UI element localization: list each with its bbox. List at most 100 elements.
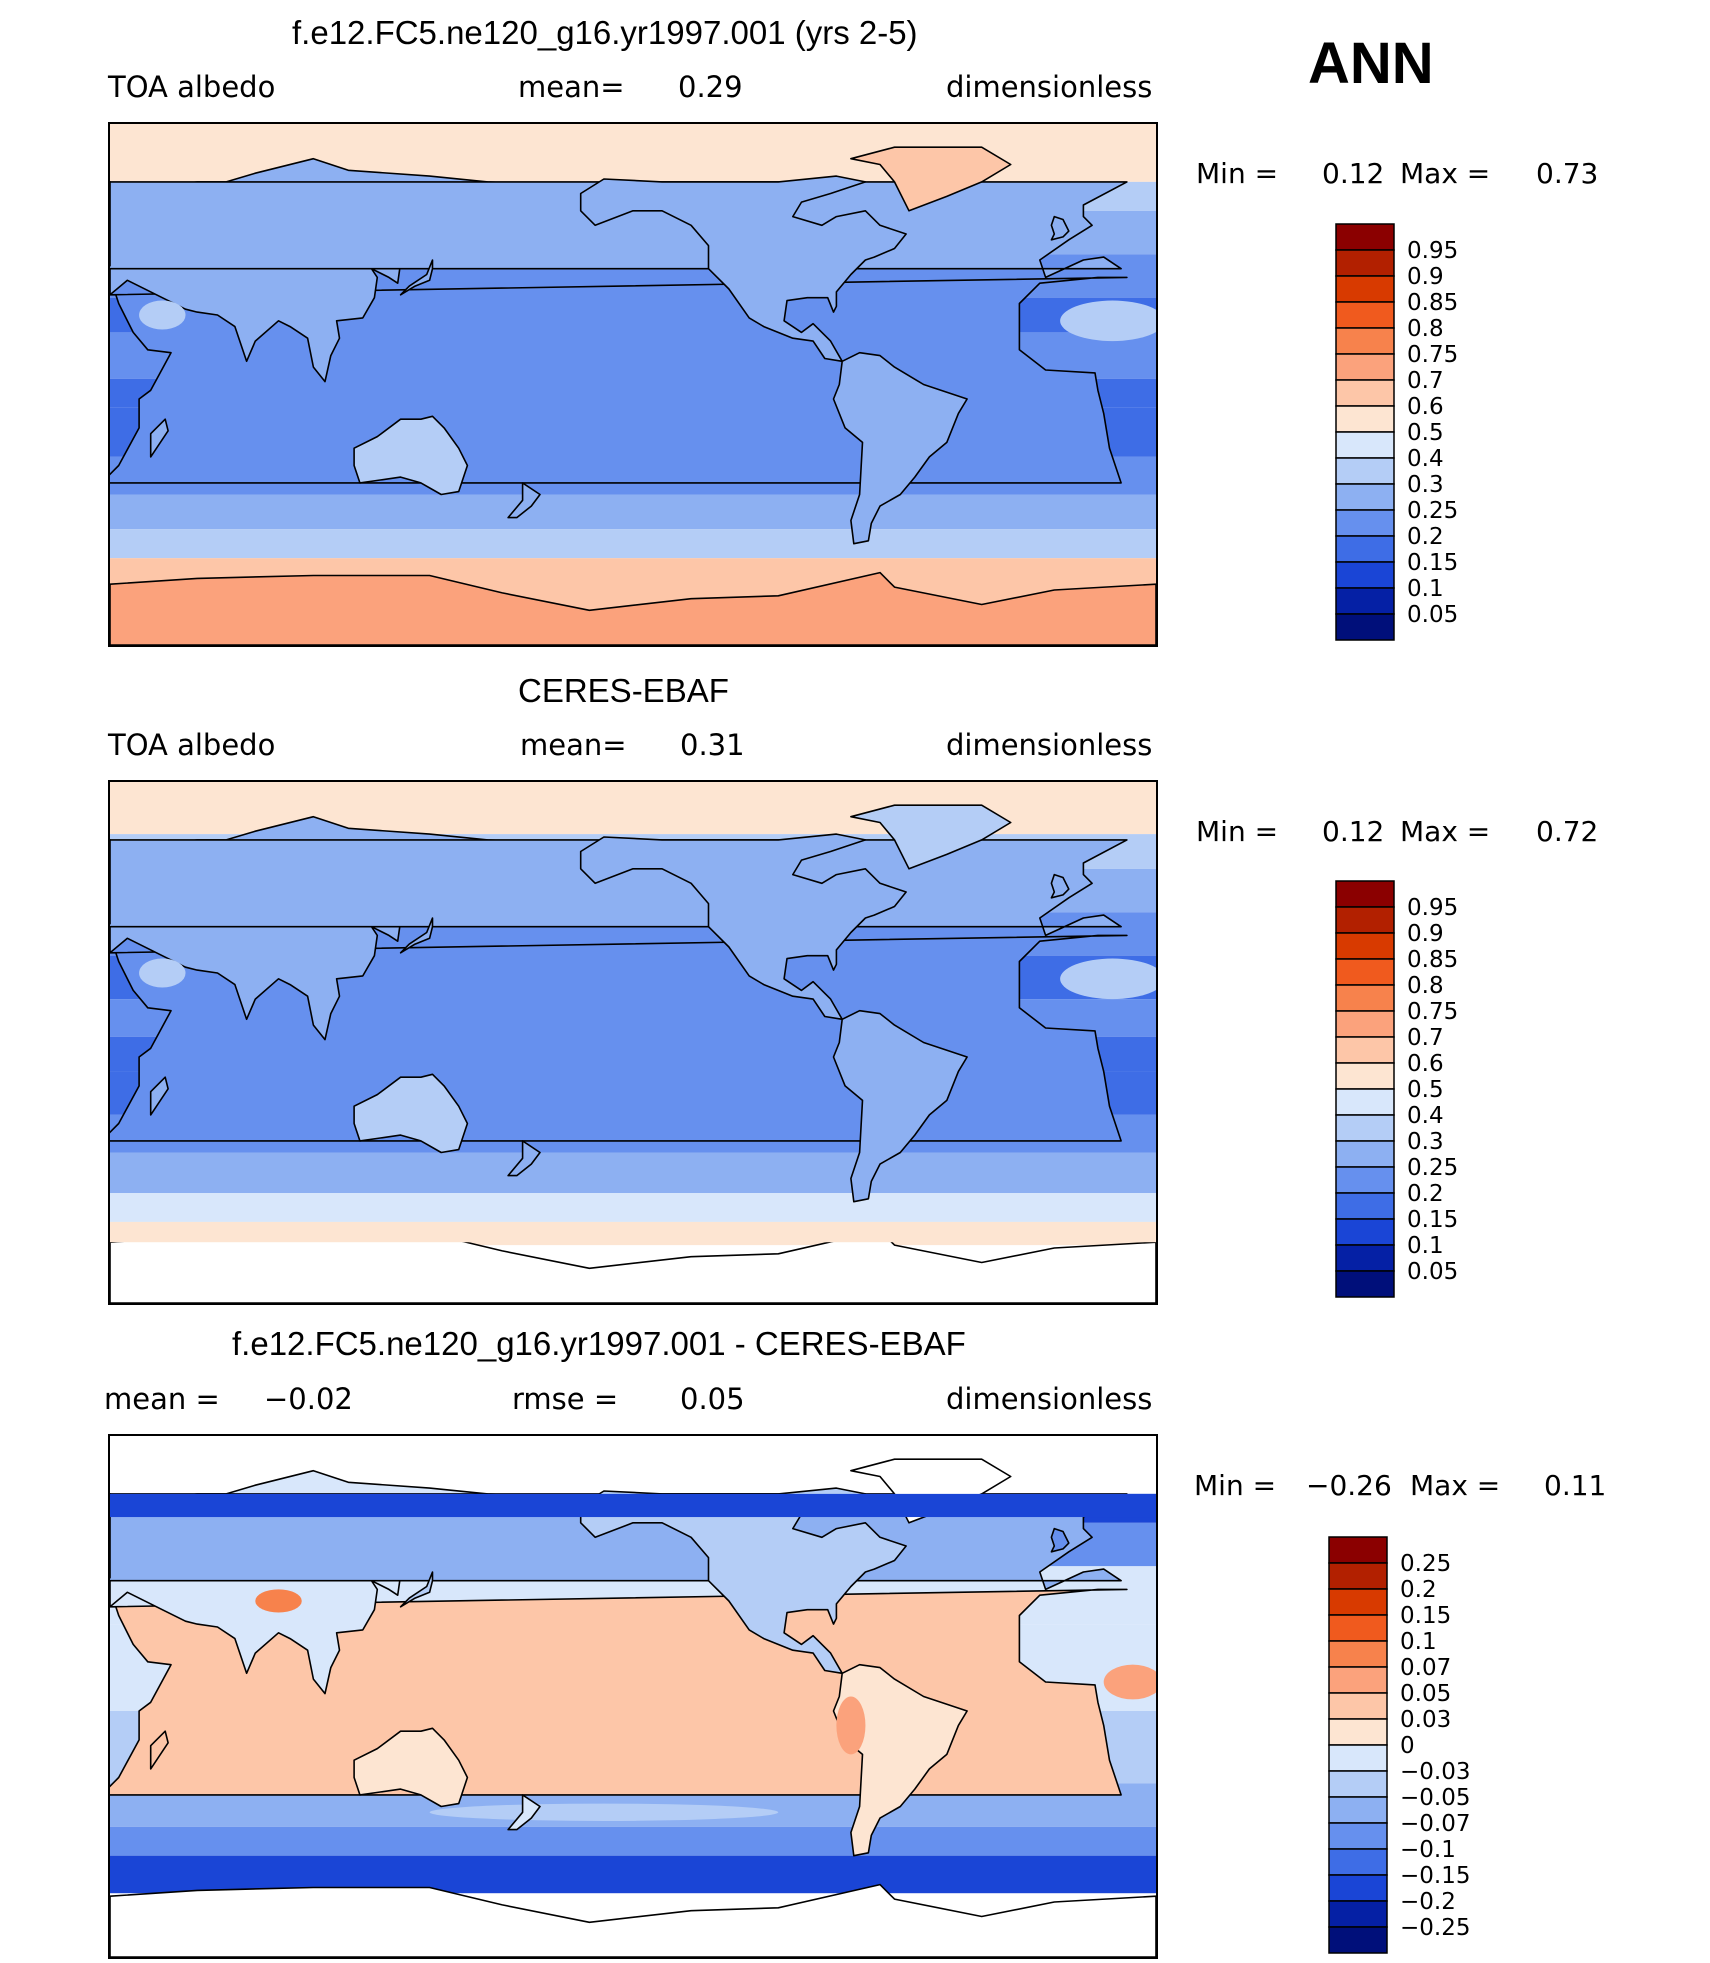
colorbar-tick-label: 0.6 [1407, 1051, 1444, 1077]
colorbar-swatch [1328, 1822, 1388, 1850]
colorbar-swatch [1328, 1770, 1388, 1798]
colorbar-swatch [1335, 613, 1395, 641]
colorbar-swatch [1335, 249, 1395, 277]
southern-strong-diff-band [110, 1855, 1156, 1894]
panel-2-mean-label: mean= [520, 728, 627, 762]
colorbar-swatch [1328, 1692, 1388, 1720]
colorbar-tick-label: 0.15 [1407, 550, 1458, 576]
panel-1-map [108, 122, 1158, 647]
australia-outline [353, 1073, 469, 1154]
north-america-outline [579, 175, 907, 363]
colorbar-swatch [1335, 906, 1395, 934]
panel-2-colorbar: 0.95 0.9 0.85 0.8 0.75 0.7 0.6 0.5 0.4 0.3 0.25 0.2… [1335, 880, 1535, 1305]
colorbar-swatch [1335, 1192, 1395, 1220]
colorbar-swatch [1335, 1010, 1395, 1038]
colorbar-swatch [1335, 1114, 1395, 1142]
new-zealand-outline [507, 1794, 541, 1831]
sahara-region [1060, 300, 1156, 342]
panel-3-mean-value: −0.02 [264, 1382, 353, 1416]
uk-outline [1050, 1527, 1070, 1553]
panel-1-title: f.e12.FC5.ne120_g16.yr1997.001 (yrs 2-5) [292, 14, 918, 51]
panel-1-mean-value: 0.29 [678, 70, 743, 104]
panel-1-max-label: Max = [1400, 157, 1491, 190]
colorbar-tick-label: 0.25 [1400, 1551, 1451, 1577]
colorbar-swatch [1335, 379, 1395, 407]
colorbar-tick-label: 0 [1400, 1733, 1415, 1759]
colorbar-tick-label: 0.75 [1407, 342, 1458, 368]
antarctica-outline [110, 1883, 1156, 1957]
australia-outline [353, 1727, 469, 1808]
colorbar-tick-label: 0.25 [1407, 498, 1458, 524]
south-america-outline [832, 1009, 968, 1203]
panel-3-units: dimensionless [946, 1382, 1153, 1416]
colorbar-tick-label: 0.5 [1407, 420, 1444, 446]
colorbar-swatch [1335, 1218, 1395, 1246]
colorbar-tick-label: −0.07 [1400, 1811, 1470, 1837]
australia-outline [353, 415, 469, 496]
colorbar-tick-label: 0.2 [1407, 524, 1444, 550]
colorbar-swatch [1328, 1536, 1388, 1564]
colorbar-swatch [1335, 1088, 1395, 1116]
uk-outline [1050, 215, 1070, 241]
new-zealand-outline [507, 1140, 541, 1177]
colorbar-swatch [1328, 1718, 1388, 1746]
colorbar-swatch [1335, 275, 1395, 303]
colorbar-tick-label: 0.1 [1400, 1629, 1437, 1655]
colorbar-tick-label: 0.15 [1407, 1207, 1458, 1233]
panel-2-min-label: Min = [1196, 815, 1279, 848]
arctic-negative-band [110, 1493, 1156, 1518]
colorbar-tick-label: 0.05 [1400, 1681, 1451, 1707]
colorbar-swatch [1335, 457, 1395, 485]
colorbar-tick-label: 0.6 [1407, 394, 1444, 420]
japan-outline [399, 259, 434, 296]
colorbar-tick-label: −0.2 [1400, 1889, 1456, 1915]
colorbar-svg: 0.950.90.850.80.750.70.60.50.40.30.250.2… [1335, 223, 1458, 641]
panel-1-max-value: 0.73 [1536, 157, 1599, 190]
colorbar-swatch [1328, 1874, 1388, 1902]
andes-positive-region [836, 1696, 866, 1755]
colorbar-tick-label: 0.07 [1400, 1655, 1451, 1681]
panel-3-colorbar: 0.25 0.2 0.15 0.1 0.07 0.05 0.03 0 −0.03 −0.05 −0.… [1328, 1536, 1528, 1961]
colorbar-tick-label: 0.4 [1407, 1103, 1444, 1129]
panel-3-rmse-label: rmse = [512, 1382, 619, 1416]
colorbar-tick-label: 0.7 [1407, 1025, 1444, 1051]
antarctica-outline [110, 571, 1156, 645]
colorbar-tick-label: 0.2 [1400, 1577, 1437, 1603]
panel-2-max-value: 0.72 [1536, 815, 1599, 848]
colorbar-tick-label: 0.05 [1407, 1259, 1458, 1285]
colorbar-swatch [1335, 1166, 1395, 1194]
arabia-region [139, 300, 186, 330]
colorbar-swatch [1335, 1244, 1395, 1272]
colorbar-tick-label: 0.9 [1407, 264, 1444, 290]
colorbar-swatch [1335, 1270, 1395, 1298]
colorbar-swatch [1335, 431, 1395, 459]
colorbar-swatch [1335, 984, 1395, 1012]
panel-3-rmse-value: 0.05 [680, 1382, 745, 1416]
southern-ocean-band [110, 1152, 1156, 1194]
colorbar-swatch [1328, 1848, 1388, 1876]
colorbar-swatch [1335, 958, 1395, 986]
panel-1-min-value: 0.12 [1322, 157, 1385, 190]
madagascar-outline [149, 1730, 169, 1770]
colorbar-swatch [1328, 1562, 1388, 1590]
uk-outline [1050, 873, 1070, 899]
antarctic-edge-band [110, 1221, 1156, 1243]
colorbar-tick-label: 0.75 [1407, 999, 1458, 1025]
south-pacific-band-region [429, 1803, 779, 1821]
colorbar-swatch [1328, 1926, 1388, 1954]
tibet-positive-region [255, 1589, 302, 1613]
colorbar-swatch [1335, 223, 1395, 251]
colorbar-tick-label: 0.9 [1407, 921, 1444, 947]
panel-1-units: dimensionless [946, 70, 1153, 104]
colorbar-tick-label: 0.95 [1407, 895, 1458, 921]
new-zealand-outline [507, 482, 541, 519]
panel-3-min-value: −0.26 [1306, 1469, 1392, 1502]
colorbar-swatch [1335, 353, 1395, 381]
colorbar-swatch [1335, 535, 1395, 563]
colorbar-swatch [1335, 509, 1395, 537]
panel-2-map [108, 780, 1158, 1305]
central-africa-positive-region [1103, 1664, 1156, 1700]
southern-cloud-band [110, 529, 1156, 559]
colorbar-tick-label: 0.5 [1407, 1077, 1444, 1103]
colorbar-tick-label: 0.8 [1407, 316, 1444, 342]
